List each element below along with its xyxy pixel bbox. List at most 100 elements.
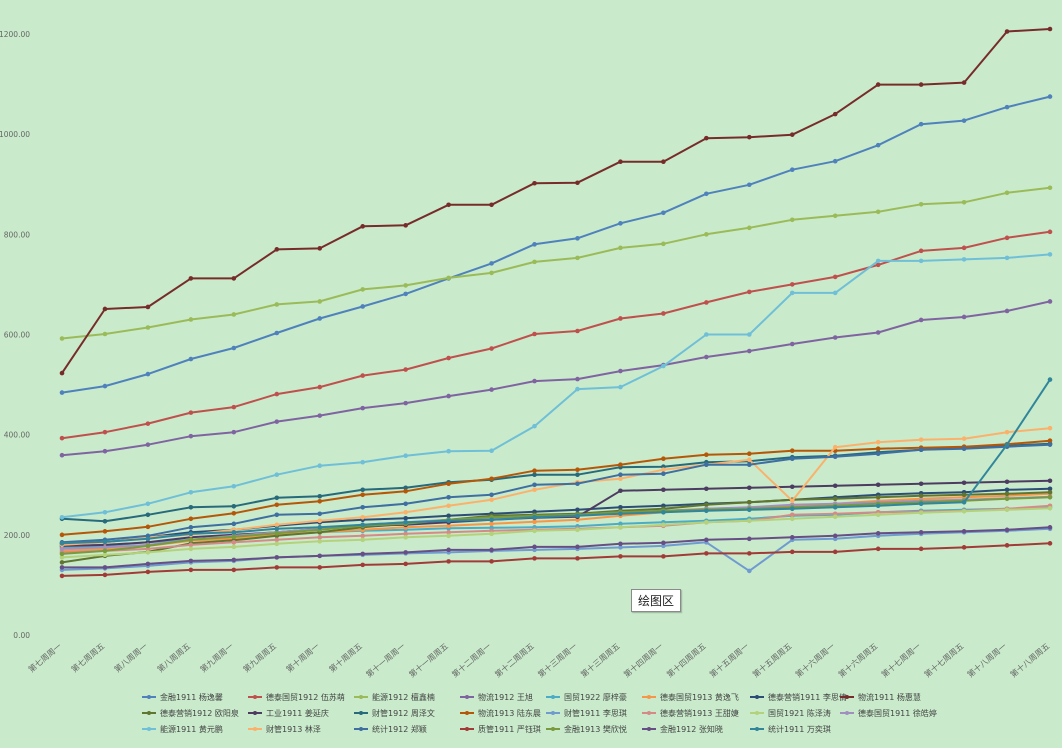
data-point bbox=[59, 532, 65, 538]
data-point bbox=[403, 488, 408, 494]
data-point bbox=[1047, 541, 1053, 546]
data-point bbox=[618, 521, 623, 527]
data-point bbox=[446, 530, 451, 535]
data-point bbox=[446, 275, 451, 281]
data-point bbox=[274, 537, 280, 543]
data-point bbox=[102, 306, 108, 312]
data-point bbox=[832, 290, 838, 296]
x-tick-label: 第十四周周一 bbox=[621, 641, 664, 680]
data-point bbox=[618, 476, 623, 482]
data-point bbox=[274, 565, 280, 570]
data-point bbox=[875, 446, 881, 451]
data-point bbox=[274, 531, 280, 536]
data-point bbox=[1047, 229, 1053, 235]
data-point bbox=[918, 546, 924, 552]
data-point bbox=[231, 540, 237, 545]
data-point bbox=[918, 493, 924, 499]
series-line bbox=[61, 95, 1051, 394]
data-point bbox=[704, 462, 709, 468]
data-point bbox=[747, 332, 752, 337]
data-point bbox=[961, 118, 967, 123]
data-point bbox=[59, 435, 65, 441]
series-line bbox=[61, 496, 1051, 555]
data-point bbox=[961, 314, 967, 320]
data-point bbox=[1047, 478, 1053, 484]
data-point bbox=[489, 270, 494, 276]
data-point bbox=[489, 531, 494, 537]
data-point bbox=[102, 509, 108, 515]
data-point bbox=[360, 515, 365, 520]
data-point bbox=[231, 345, 237, 351]
x-tick-label: 第十一周周五 bbox=[407, 641, 450, 680]
data-point bbox=[317, 463, 323, 469]
data-point bbox=[317, 493, 323, 499]
data-point bbox=[618, 554, 623, 559]
x-tick-label: 第十一周周一 bbox=[364, 641, 407, 680]
data-point bbox=[875, 209, 881, 215]
data-point bbox=[403, 550, 408, 555]
data-point bbox=[618, 525, 623, 530]
data-point bbox=[961, 480, 967, 486]
legend-item: 财管1912 周泽文 bbox=[354, 708, 435, 718]
data-point bbox=[446, 523, 451, 529]
data-point bbox=[961, 80, 967, 85]
data-point bbox=[961, 257, 967, 262]
data-point bbox=[789, 282, 795, 287]
series bbox=[59, 299, 1053, 458]
data-point bbox=[747, 225, 752, 231]
legend-marker bbox=[845, 711, 849, 715]
data-point bbox=[360, 537, 365, 543]
data-point bbox=[789, 549, 795, 555]
data-point bbox=[575, 527, 580, 533]
data-point bbox=[317, 316, 323, 321]
data-point bbox=[789, 456, 795, 462]
series bbox=[59, 377, 1053, 546]
data-point bbox=[918, 437, 924, 442]
data-point bbox=[918, 481, 924, 487]
data-point bbox=[575, 507, 580, 513]
data-point bbox=[231, 544, 237, 550]
y-tick-label: 200.00 bbox=[4, 531, 30, 540]
data-point bbox=[59, 541, 65, 546]
x-tick-label: 第十六周周一 bbox=[793, 641, 836, 680]
legend-label: 物流1912 王旭 bbox=[478, 692, 533, 702]
data-point bbox=[918, 258, 924, 264]
data-point bbox=[446, 503, 451, 509]
x-tick-label: 第十五周周五 bbox=[750, 641, 793, 680]
data-point bbox=[747, 182, 752, 188]
x-tick-label: 第十八周周一 bbox=[965, 641, 1008, 680]
data-point bbox=[575, 376, 580, 382]
data-point bbox=[961, 245, 967, 251]
data-point bbox=[789, 132, 795, 137]
data-point bbox=[231, 567, 237, 573]
legend-label: 德泰国贸1913 黄逸飞 bbox=[660, 692, 739, 702]
data-point bbox=[575, 556, 580, 561]
data-point bbox=[231, 429, 237, 435]
data-point bbox=[360, 562, 365, 568]
data-point bbox=[403, 223, 408, 228]
legend-marker bbox=[465, 695, 469, 699]
data-point bbox=[1004, 527, 1010, 533]
data-point bbox=[403, 520, 408, 525]
data-point bbox=[145, 442, 151, 447]
data-point bbox=[961, 199, 967, 205]
data-point bbox=[832, 274, 838, 280]
data-point bbox=[360, 373, 365, 378]
data-point bbox=[446, 494, 451, 500]
y-axis: 0.00 200.00 400.00 600.00 800.00 1000.00 1200.… bbox=[0, 30, 30, 640]
y-tick-label: 600.00 bbox=[4, 331, 30, 340]
data-point bbox=[188, 531, 194, 537]
legend-item: 金融1911 杨逸馨 bbox=[142, 692, 223, 702]
legend-item: 统计1911 万奕琪 bbox=[750, 724, 831, 734]
legend-marker bbox=[253, 727, 257, 731]
data-point bbox=[918, 447, 924, 452]
data-point bbox=[403, 367, 408, 372]
data-point bbox=[317, 246, 323, 251]
series bbox=[59, 185, 1053, 341]
data-point bbox=[403, 291, 408, 297]
data-point bbox=[145, 512, 151, 518]
data-point bbox=[789, 535, 795, 540]
data-point bbox=[532, 331, 537, 337]
data-point bbox=[231, 404, 237, 410]
